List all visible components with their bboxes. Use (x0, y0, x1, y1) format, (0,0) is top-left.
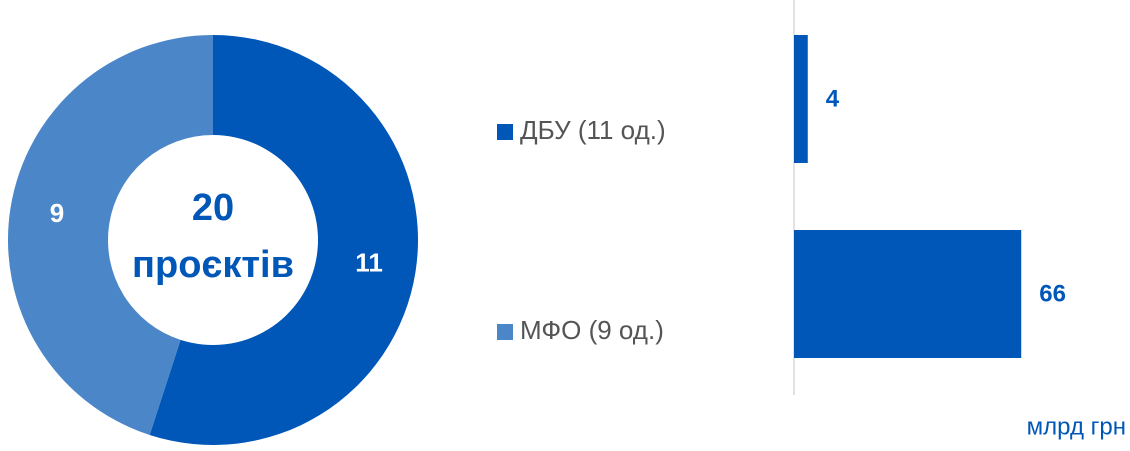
unit-label: млрд грн (1027, 413, 1126, 440)
legend-label: ДБУ (11 од.) (520, 115, 666, 145)
donut-slice (149, 35, 418, 445)
data-label: 11 (355, 248, 383, 278)
legend-swatch (497, 124, 513, 140)
data-label: 4 (826, 85, 840, 112)
donut-slice (7, 35, 213, 435)
data-label: 9 (50, 198, 64, 228)
bar (794, 35, 808, 163)
bar (794, 230, 1022, 358)
legend-label: МФО (9 од.) (520, 315, 664, 345)
data-label: 66 (1039, 280, 1066, 307)
legend-swatch (497, 324, 513, 340)
center-label: проєктів (132, 244, 294, 286)
center-value: 20 (192, 187, 234, 229)
